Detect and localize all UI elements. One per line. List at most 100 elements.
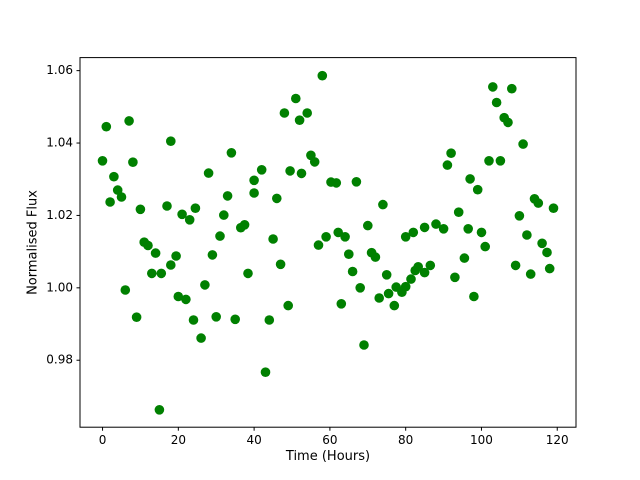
data-point [109,171,119,182]
data-point [275,259,286,270]
data-point [537,238,547,249]
data-point [465,174,475,184]
data-point [344,249,354,259]
data-point [101,121,112,132]
data-point [105,197,115,207]
data-point [463,224,474,234]
data-point [184,215,195,225]
data-point [219,210,229,220]
data-point [200,280,210,290]
data-point [291,93,301,104]
y-tick-label: 0.98 [46,353,73,367]
data-point [495,156,506,166]
data-point [363,220,373,231]
data-point [116,192,127,202]
data-point [406,274,416,284]
x-tick-label: 100 [470,433,493,447]
data-point [272,193,282,204]
x-tick-label: 20 [171,433,186,447]
data-point [381,270,392,280]
y-tick-label: 1.06 [46,63,73,77]
data-point [484,156,494,166]
data-point [264,315,275,325]
x-tick-label: 120 [546,433,569,447]
data-point [514,211,525,221]
data-point [459,253,470,263]
data-point [249,188,259,198]
data-point [336,299,347,309]
data-point [294,115,305,125]
y-axis-label: Normalised Flux [25,190,41,295]
data-point [317,70,328,81]
data-point [243,268,253,279]
data-point [533,198,544,208]
data-point [347,266,358,277]
data-point [544,263,555,274]
data-point [190,203,201,213]
data-point [279,108,290,118]
data-point [203,168,214,178]
data-point [400,281,411,292]
data-point [131,312,142,323]
data-point [188,315,199,325]
data-point [355,283,366,293]
data-point [419,267,430,278]
data-point [313,240,324,250]
data-point [542,247,552,258]
data-point [450,272,460,283]
data-point [249,175,259,186]
data-point [469,291,479,302]
y-tick-label: 1.02 [46,208,73,222]
data-point [383,288,394,299]
data-point [156,268,167,279]
y-tick-label: 1.00 [46,280,73,294]
data-point [309,157,320,167]
data-point [510,260,521,271]
data-point [525,269,536,279]
data-point [166,136,176,146]
data-point [171,251,181,261]
data-point [453,207,464,217]
data-point [143,240,153,251]
data-point [374,293,385,303]
data-point [446,148,456,158]
x-axis-label: Time (Hours) [285,449,371,464]
data-point [135,204,146,215]
data-point [389,300,400,311]
data-point [239,220,250,230]
data-point [166,260,176,270]
data-point [302,108,313,118]
data-point [150,248,161,258]
data-point [211,312,221,322]
y-tick-label: 1.04 [46,136,73,150]
data-point [260,367,271,378]
data-point [522,230,532,240]
data-point [408,227,419,238]
data-point [226,148,237,158]
data-point [230,314,240,325]
data-point [491,97,502,108]
data-point [331,178,342,188]
data-point [196,333,206,343]
data-point [207,250,218,260]
data-point [480,241,491,252]
x-tick-label: 60 [322,433,337,447]
data-point [431,219,441,229]
data-point [488,82,498,92]
data-point [124,116,134,126]
data-point [472,184,483,195]
data-point [425,260,436,271]
data-point [442,160,453,170]
data-point [333,227,344,238]
data-point [285,166,295,176]
data-point [370,252,381,262]
data-point [507,83,517,94]
data-point [359,340,369,350]
data-point [419,222,430,233]
data-point [120,285,131,295]
data-point [400,232,411,242]
axes-frame [79,57,577,428]
data-point [548,203,559,213]
data-point [268,234,278,244]
